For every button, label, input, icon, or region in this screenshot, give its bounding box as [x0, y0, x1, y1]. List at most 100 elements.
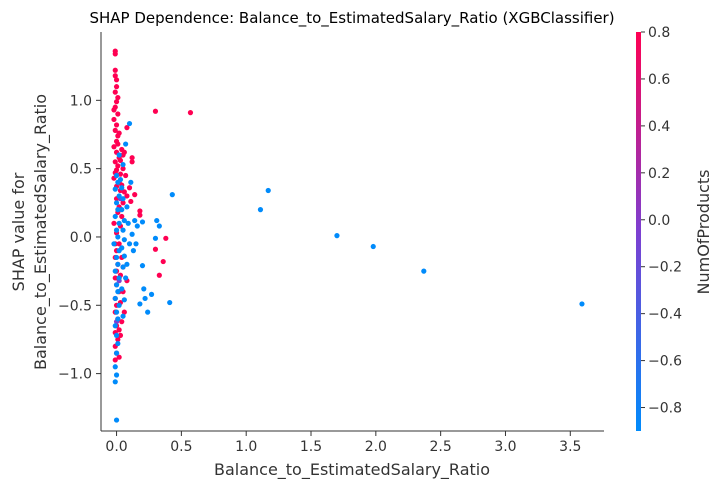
scatter-point — [112, 67, 118, 73]
scatter-point — [120, 227, 126, 233]
y-tick-label: 0.0 — [70, 230, 92, 246]
scatter-point — [119, 245, 125, 251]
scatter-point — [112, 364, 118, 370]
scatter-point — [141, 286, 147, 292]
y-tick-label: −0.5 — [58, 298, 92, 314]
scatter-point — [111, 241, 117, 247]
scatter-point — [123, 172, 129, 179]
scatter-point — [167, 299, 173, 306]
scatter-point — [120, 196, 126, 202]
scatter-point — [124, 261, 130, 267]
x-axis-label: Balance_to_EstimatedSalary_Ratio — [214, 460, 490, 480]
scatter-point — [129, 155, 135, 161]
scatter-point — [113, 77, 120, 83]
scatter-point — [116, 354, 122, 360]
colorbar-tick-label: −0.2 — [648, 260, 682, 276]
scatter-points — [111, 48, 585, 423]
scatter-point — [117, 332, 124, 338]
colorbar-tick-label: 0.6 — [648, 72, 670, 88]
scatter-point — [126, 120, 133, 127]
scatter-point — [115, 340, 121, 347]
scatter-point — [111, 116, 117, 123]
scatter-point — [257, 207, 264, 213]
colorbar-label: NumOfProducts — [694, 169, 713, 294]
scatter-point — [124, 193, 130, 199]
scatter-point — [113, 84, 120, 90]
scatter-point — [113, 350, 120, 356]
scatter-point — [117, 176, 124, 183]
scatter-point — [112, 89, 118, 95]
scatter-point — [119, 319, 125, 325]
scatter-point — [117, 157, 124, 164]
scatter-point — [124, 204, 130, 210]
scatter-point — [370, 243, 376, 250]
scatter-point — [265, 187, 271, 194]
scatter-point — [116, 193, 122, 199]
scatter-point — [113, 282, 120, 288]
colorbar-tick-label: 0.4 — [648, 119, 670, 135]
scatter-point — [125, 220, 131, 226]
scatter-point — [115, 94, 121, 101]
scatter-point — [115, 163, 121, 169]
scatter-point — [163, 235, 169, 241]
x-tick-label: 2.0 — [365, 439, 387, 455]
scatter-point — [113, 172, 120, 179]
scatter-point — [116, 152, 122, 158]
scatter-point — [112, 127, 118, 133]
scatter-point — [121, 237, 127, 243]
scatter-point — [187, 110, 194, 116]
scatter-point — [112, 73, 118, 79]
scatter-point — [121, 189, 127, 195]
scatter-point — [121, 217, 127, 224]
scatter-point — [111, 107, 117, 113]
scatter-point — [112, 379, 118, 385]
scatter-point — [119, 213, 125, 220]
scatter-point — [132, 217, 138, 224]
scatter-point — [116, 302, 122, 308]
scatter-point — [123, 275, 129, 281]
scatter-point — [137, 208, 143, 214]
scatter-point — [139, 219, 146, 225]
scatter-point — [115, 234, 121, 240]
y-axis-ticks: −1.0 −0.5 0.0 0.5 1.0 — [58, 93, 101, 383]
scatter-point — [115, 261, 121, 267]
scatter-point — [116, 275, 122, 281]
scatter-point — [113, 99, 120, 105]
scatter-point — [119, 185, 125, 191]
scatter-point — [112, 323, 118, 329]
scatter-point — [126, 241, 133, 247]
scatter-point — [115, 336, 121, 343]
scatter-point — [120, 264, 126, 270]
scatter-point — [113, 200, 120, 206]
colorbar: −0.8 −0.6 −0.4 −0.2 0.0 0.2 0.4 0.6 0.8 NumOfPro… — [636, 25, 713, 431]
scatter-point — [112, 159, 118, 165]
scatter-point — [116, 220, 122, 226]
scatter-point — [115, 289, 121, 295]
scatter-point — [120, 166, 126, 172]
scatter-point — [130, 248, 137, 254]
scatter-point — [137, 301, 143, 307]
scatter-point — [113, 254, 120, 261]
scatter-point — [119, 286, 125, 292]
scatter-point — [334, 232, 340, 239]
x-tick-label: 0.0 — [105, 439, 127, 455]
scatter-point — [579, 301, 585, 307]
colorbar-gradient — [636, 32, 641, 431]
scatter-point — [128, 179, 134, 185]
scatter-point — [160, 258, 166, 265]
scatter-point — [113, 332, 120, 338]
x-tick-label: 3.0 — [494, 439, 516, 455]
scatter-point — [116, 241, 122, 247]
scatter-point — [137, 212, 143, 218]
colorbar-tick-label: 0.2 — [648, 166, 670, 182]
scatter-point — [152, 246, 159, 252]
scatter-point — [152, 235, 159, 241]
scatter-point — [121, 253, 127, 259]
scatter-point — [152, 108, 159, 114]
scatter-point — [111, 220, 117, 226]
scatter-point — [112, 51, 118, 57]
scatter-point — [132, 192, 138, 198]
scatter-point — [133, 241, 139, 247]
scatter-point — [156, 223, 162, 229]
